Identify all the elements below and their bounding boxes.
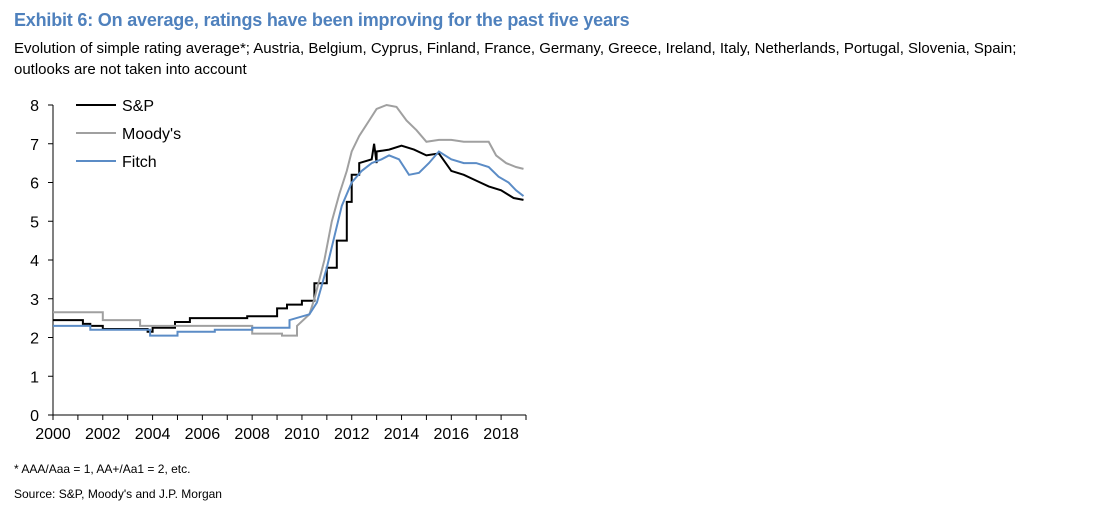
source-note: Source: S&P, Moody's and J.P. Morgan [14, 487, 222, 501]
y-tick-label: 1 [30, 369, 39, 386]
y-tick-label: 7 [30, 137, 39, 154]
chart-title: Exhibit 6: On average, ratings have been… [14, 10, 630, 30]
footnote: * AAA/Aaa = 1, AA+/Aa1 = 2, etc. [14, 462, 191, 476]
series-line-moody-s [53, 103, 524, 337]
chart-subtitle: Evolution of simple rating average*; Aus… [14, 38, 1114, 80]
x-tick-label: 2014 [384, 426, 420, 443]
legend-label-s-p: S&P [122, 98, 154, 115]
subtitle-line-2: outlooks are not taken into account [14, 61, 247, 78]
series-line-s-p [53, 143, 524, 333]
y-tick-label: 6 [30, 176, 39, 193]
y-tick-label: 0 [30, 408, 39, 425]
x-tick-label: 2002 [85, 426, 121, 443]
x-tick-label: 2012 [334, 426, 370, 443]
x-tick-label: 2008 [234, 426, 270, 443]
legend-label-fitch: Fitch [122, 154, 157, 171]
x-tick-label: 2018 [483, 426, 519, 443]
y-tick-label: 8 [30, 98, 39, 115]
x-tick-label: 2010 [284, 426, 320, 443]
subtitle-line-1: Evolution of simple rating average*; Aus… [14, 40, 1017, 57]
y-tick-label: 4 [30, 253, 39, 270]
legend-label-moody-s: Moody's [122, 126, 181, 143]
x-tick-label: 2004 [135, 426, 171, 443]
y-tick-label: 5 [30, 214, 39, 231]
series-line-fitch [53, 150, 525, 337]
x-tick-label: 2016 [434, 426, 470, 443]
x-tick-label: 2000 [35, 426, 71, 443]
y-tick-label: 2 [30, 331, 39, 348]
x-tick-label: 2006 [185, 426, 221, 443]
y-tick-label: 3 [30, 292, 39, 309]
